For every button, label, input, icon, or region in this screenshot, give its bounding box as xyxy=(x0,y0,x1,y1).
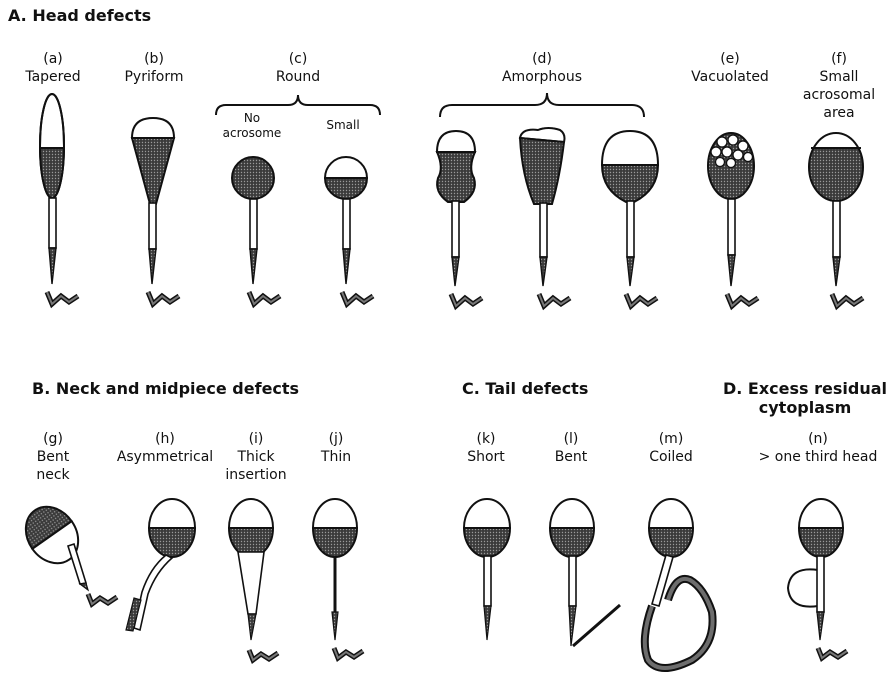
sperm-small-acrosomal-area xyxy=(808,132,865,311)
sperm-round-small xyxy=(323,156,375,309)
label-coiled: (m) Coiled xyxy=(649,431,693,465)
section-neck-midpiece-defects: B. Neck and midpiece defects xyxy=(32,379,300,398)
sperm-excess-cytoplasm xyxy=(786,498,849,662)
label-round: (c) Round xyxy=(275,51,321,85)
sperm-bent-neck xyxy=(24,505,80,565)
section-tail-defects: C. Tail defects xyxy=(462,379,589,398)
sperm-amorphous-2 xyxy=(518,127,572,311)
sperm-bent-neck-tail xyxy=(67,542,119,608)
sperm-bent-tail xyxy=(548,498,621,648)
sperm-round-no-acrosome xyxy=(231,156,282,309)
section-excess-residual-cytoplasm: D. Excess residual cytoplasm xyxy=(722,379,887,417)
label-thick-insertion: (i) Thick insertion xyxy=(225,431,287,483)
sperm-amorphous-1 xyxy=(435,129,484,311)
sperm-asymmetrical xyxy=(125,498,197,632)
section-head-defects: A. Head defects xyxy=(8,6,152,25)
label-vacuolated: (e) Vacuolated xyxy=(691,51,769,85)
label-small: Small xyxy=(326,118,360,132)
label-no-acrosome: No acrosome xyxy=(222,111,282,140)
label-tapered: (a) Tapered xyxy=(25,51,81,85)
sperm-coiled-tail xyxy=(640,498,717,672)
sperm-pyriform xyxy=(130,116,181,309)
sperm-amorphous-3 xyxy=(600,129,660,311)
label-amorphous: (d) Amorphous xyxy=(501,51,583,85)
cytoplasm-droplet xyxy=(786,568,819,608)
sperm-tapered xyxy=(39,93,80,309)
label-bent-tail: (l) Bent xyxy=(554,431,588,465)
vacuoles xyxy=(710,134,754,169)
label-one-third-head: (n) > one third head xyxy=(758,431,878,465)
label-asymmetrical: (h) Asymmetrical xyxy=(116,431,214,465)
bracket-amorphous xyxy=(439,92,645,118)
label-thin: (j) Thin xyxy=(320,431,352,465)
sperm-vacuolated xyxy=(707,132,760,311)
label-small-acrosomal-area: (f) Small acrosomal area xyxy=(802,51,876,121)
label-short: (k) Short xyxy=(467,431,505,465)
sperm-short-tail xyxy=(462,498,512,641)
label-pyriform: (b) Pyriform xyxy=(124,51,184,85)
sperm-thin xyxy=(311,498,365,662)
sperm-thick-insertion xyxy=(227,498,280,664)
label-bent-neck: (g) Bent neck xyxy=(36,431,70,483)
bracket-round xyxy=(215,94,381,116)
